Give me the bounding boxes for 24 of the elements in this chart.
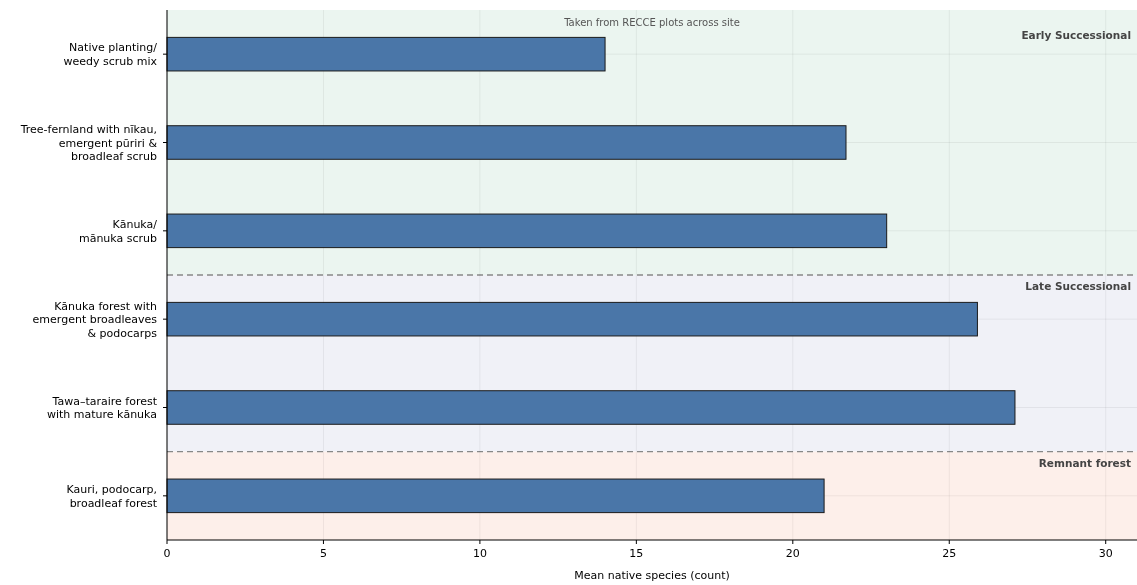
bar (166, 390, 1016, 425)
y-tick-label: Native planting/ weedy scrub mix (63, 41, 158, 68)
x-tick-label: 10 (472, 547, 487, 560)
x-tick-label: 15 (629, 547, 644, 560)
x-tick-label: 30 (1098, 547, 1113, 560)
bar (166, 478, 825, 514)
band-label: Early Successional (1021, 29, 1131, 41)
x-tick-label: 20 (785, 547, 800, 560)
y-tick-label: Tree-fernland with nīkau, emergent pūriri & broadleaf scrub (19, 123, 158, 163)
text: Taken from RECCE plots across site (563, 17, 740, 28)
bar (166, 213, 888, 249)
band-label: Late Successional (1025, 280, 1131, 292)
y-tick-label: Kānuka/ mānuka scrub (78, 218, 158, 245)
x-tick-label: 5 (319, 547, 327, 560)
band-label: Remnant forest (1038, 456, 1131, 469)
bar (166, 125, 847, 160)
y-tick-label: Kauri, podocarp, broadleaf forest (66, 483, 158, 510)
y-tick-label: Kānuka forest with emergent broadleaves & podocarps (32, 299, 158, 340)
y-tick-label: Tawa–taraire forest with mature kānuka (46, 394, 158, 422)
bar (166, 36, 606, 72)
x-axis-title: Mean native species (count) (574, 569, 730, 582)
bar (166, 301, 978, 337)
x-tick-label: 0 (163, 547, 171, 560)
x-tick-label: 25 (942, 547, 957, 560)
